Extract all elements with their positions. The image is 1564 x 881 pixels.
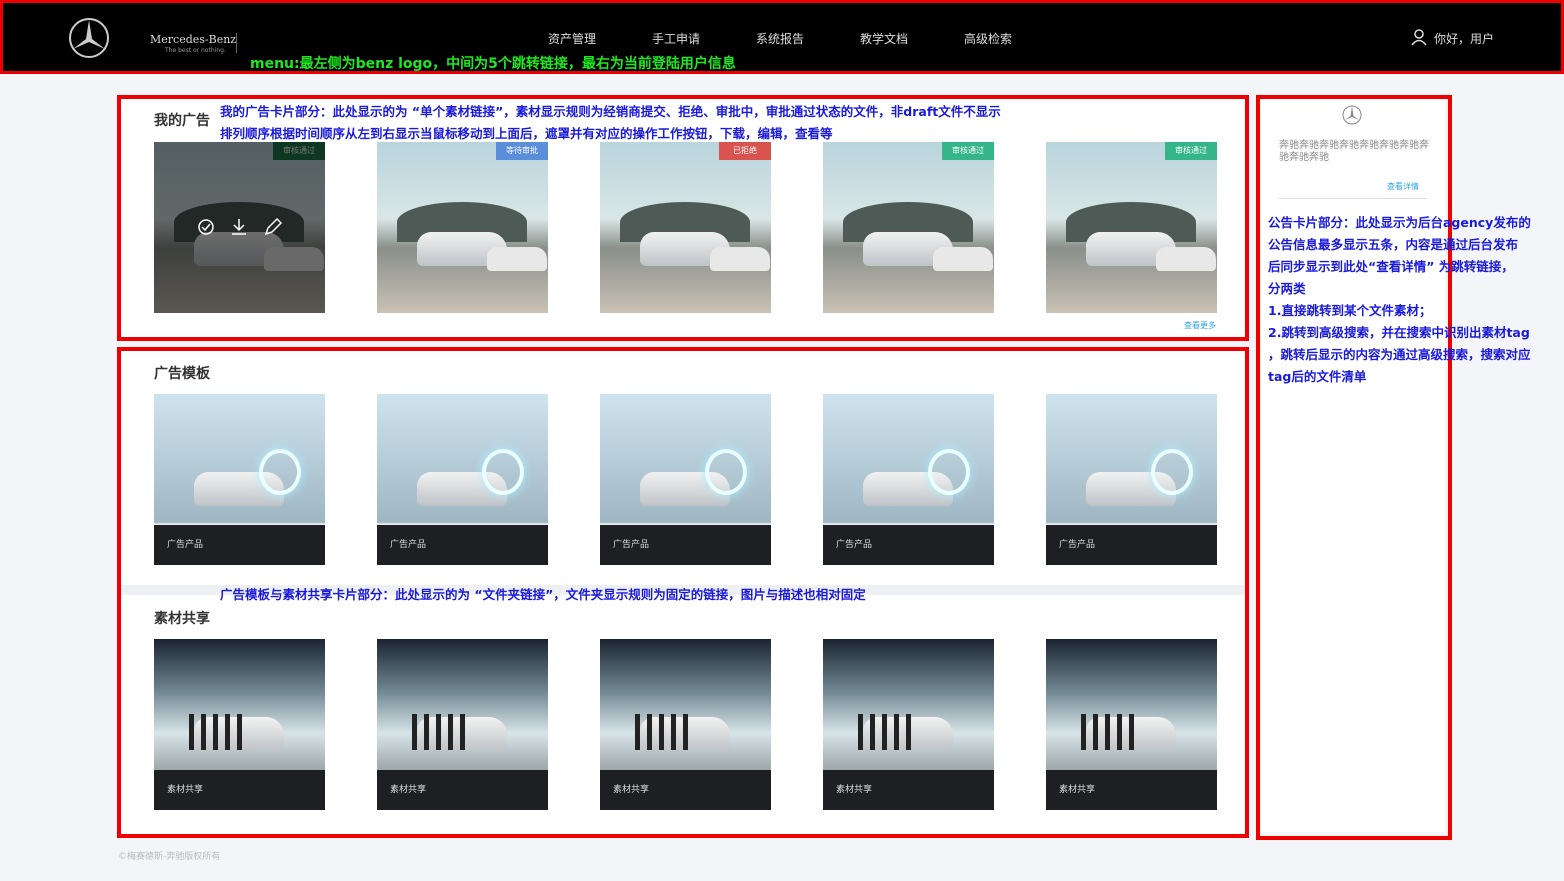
annotation: 2.跳转到高级搜索，并在搜索中识别出素材tag	[1268, 325, 1530, 340]
templates-card[interactable]: 广告产品	[823, 394, 994, 565]
annotation: ，跳转后显示的内容为通过高级搜索，搜索对应	[1268, 347, 1531, 362]
menu-item[interactable]: 资产管理	[548, 32, 597, 46]
annotation: 分两类	[1268, 281, 1306, 296]
templates-card[interactable]: 广告产品	[600, 394, 771, 565]
divider	[236, 33, 237, 53]
card-label: 素材共享	[1046, 770, 1217, 810]
shares-card[interactable]: 素材共享	[600, 639, 771, 810]
card-label: 素材共享	[600, 770, 771, 810]
power-icon	[705, 449, 747, 495]
notice-box	[1256, 95, 1452, 840]
annotation: 公告卡片部分：此处显示为后台agency发布的	[1268, 215, 1531, 230]
annotation: tag后的文件清单	[1268, 369, 1367, 384]
power-icon	[928, 449, 970, 495]
card-label: 广告产品	[600, 525, 771, 565]
car-image	[487, 247, 547, 271]
annotation: 公告信息最多显示五条，内容是通过后台发布	[1268, 237, 1519, 252]
people	[858, 714, 918, 750]
shares-card[interactable]: 素材共享	[1046, 639, 1217, 810]
menu-annotation: menu:最左侧为benz logo，中间为5个跳转链接，最右为当前登陆用户信息	[250, 56, 736, 72]
section-title: 我的广告	[154, 113, 210, 129]
status-badge: 审核通过	[942, 142, 994, 160]
status-badge: 等待审批	[496, 142, 548, 160]
notice-divider	[1279, 198, 1427, 199]
car-image	[710, 247, 770, 271]
benz-logo[interactable]	[67, 16, 111, 60]
templates-card[interactable]: 广告产品	[1046, 394, 1217, 565]
slogan: The best or nothing.	[165, 47, 226, 54]
ad-card[interactable]: 审核通过	[1046, 142, 1217, 313]
card-label: 素材共享	[377, 770, 548, 810]
ad-card[interactable]: 等待审批	[377, 142, 548, 313]
user-greeting[interactable]: 你好，用户	[1434, 32, 1495, 46]
brand: Mercedes-Benz	[150, 33, 237, 46]
power-icon	[1151, 449, 1193, 495]
shares-card[interactable]: 素材共享	[823, 639, 994, 810]
annotation: 后同步显示到此处“查看详情” 为跳转链接，	[1268, 259, 1514, 274]
ad-card[interactable]: 已拒绝	[600, 142, 771, 313]
annotation: 我的广告卡片部分：此处显示的为 “单个素材链接”，素材显示规则为经销商提交、拒绝…	[220, 104, 1001, 119]
annotation: 广告模板与素材共享卡片部分：此处显示的为 “文件夹链接”，文件夹显示规则为固定的…	[220, 587, 866, 602]
more-link[interactable]: 查看更多	[1184, 321, 1216, 330]
car-image	[933, 247, 993, 271]
card-label: 广告产品	[154, 525, 325, 565]
power-icon	[482, 449, 524, 495]
card-label: 广告产品	[823, 525, 994, 565]
status-badge: 已拒绝	[719, 142, 771, 160]
annotation: 1.直接跳转到某个文件素材；	[1268, 303, 1432, 318]
top-menu: Mercedes-Benz The best or nothing. 你好，用户…	[0, 0, 1564, 74]
templates-card[interactable]: 广告产品	[154, 394, 325, 565]
footer: ©梅赛德斯-奔驰版权所有	[118, 852, 221, 862]
shares-card[interactable]: 素材共享	[154, 639, 325, 810]
user-icon[interactable]	[1410, 28, 1428, 46]
people	[1081, 714, 1141, 750]
people	[412, 714, 472, 750]
section-title: 素材共享	[154, 611, 210, 627]
menu-item[interactable]: 教学文档	[860, 32, 909, 46]
people	[635, 714, 695, 750]
card-label: 素材共享	[823, 770, 994, 810]
car-image	[1156, 247, 1216, 271]
menu-item[interactable]: 系统报告	[756, 32, 805, 46]
ad-card[interactable]: 审核通过	[154, 142, 325, 313]
annotation: 排列顺序根据时间顺序从左到右显示当鼠标移动到上面后，遮罩并有对应的操作工作按钮，…	[220, 126, 833, 141]
ad-card[interactable]: 审核通过	[823, 142, 994, 313]
menu-item[interactable]: 高级检索	[964, 32, 1013, 46]
card-label: 广告产品	[377, 525, 548, 565]
notice-link[interactable]: 查看详情	[1387, 182, 1419, 191]
menu-item[interactable]: 手工申请	[652, 32, 701, 46]
templates-card[interactable]: 广告产品	[377, 394, 548, 565]
card-label: 素材共享	[154, 770, 325, 810]
separator	[121, 585, 1245, 595]
notice-logo	[1342, 105, 1362, 125]
notice-card	[1262, 100, 1445, 832]
power-icon	[259, 449, 301, 495]
status-badge: 审核通过	[1165, 142, 1217, 160]
card-label: 广告产品	[1046, 525, 1217, 565]
action-buttons[interactable]	[196, 215, 296, 239]
shares-card[interactable]: 素材共享	[377, 639, 548, 810]
section-title: 广告模板	[154, 366, 210, 382]
people	[189, 714, 249, 750]
notice-text: 奔驰奔驰奔驰奔驰奔驰奔驰奔驰奔驰奔驰奔驰	[1279, 140, 1429, 163]
